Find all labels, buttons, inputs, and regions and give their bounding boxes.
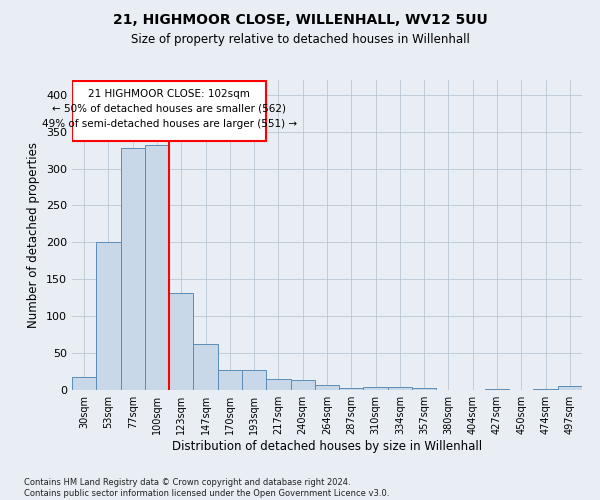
Bar bbox=[72, 378, 96, 390]
Bar bbox=[364, 387, 388, 390]
Bar bbox=[388, 387, 412, 390]
Bar bbox=[96, 242, 121, 390]
Bar bbox=[290, 380, 315, 390]
Bar bbox=[339, 388, 364, 390]
Text: 49% of semi-detached houses are larger (551) →: 49% of semi-detached houses are larger (… bbox=[41, 118, 297, 128]
Text: Contains HM Land Registry data © Crown copyright and database right 2024.
Contai: Contains HM Land Registry data © Crown c… bbox=[24, 478, 389, 498]
Bar bbox=[72, 82, 266, 140]
Text: 21 HIGHMOOR CLOSE: 102sqm: 21 HIGHMOOR CLOSE: 102sqm bbox=[88, 89, 250, 99]
Bar bbox=[266, 379, 290, 390]
Bar bbox=[145, 145, 169, 390]
Bar bbox=[485, 388, 509, 390]
Bar bbox=[242, 370, 266, 390]
Text: Size of property relative to detached houses in Willenhall: Size of property relative to detached ho… bbox=[131, 32, 469, 46]
Bar bbox=[169, 294, 193, 390]
Bar bbox=[558, 386, 582, 390]
Text: 21, HIGHMOOR CLOSE, WILLENHALL, WV12 5UU: 21, HIGHMOOR CLOSE, WILLENHALL, WV12 5UU bbox=[113, 12, 487, 26]
Bar bbox=[533, 388, 558, 390]
X-axis label: Distribution of detached houses by size in Willenhall: Distribution of detached houses by size … bbox=[172, 440, 482, 453]
Bar bbox=[412, 388, 436, 390]
Y-axis label: Number of detached properties: Number of detached properties bbox=[28, 142, 40, 328]
Bar bbox=[315, 385, 339, 390]
Bar bbox=[218, 370, 242, 390]
Bar bbox=[121, 148, 145, 390]
Text: ← 50% of detached houses are smaller (562): ← 50% of detached houses are smaller (56… bbox=[52, 103, 286, 113]
Bar bbox=[193, 344, 218, 390]
